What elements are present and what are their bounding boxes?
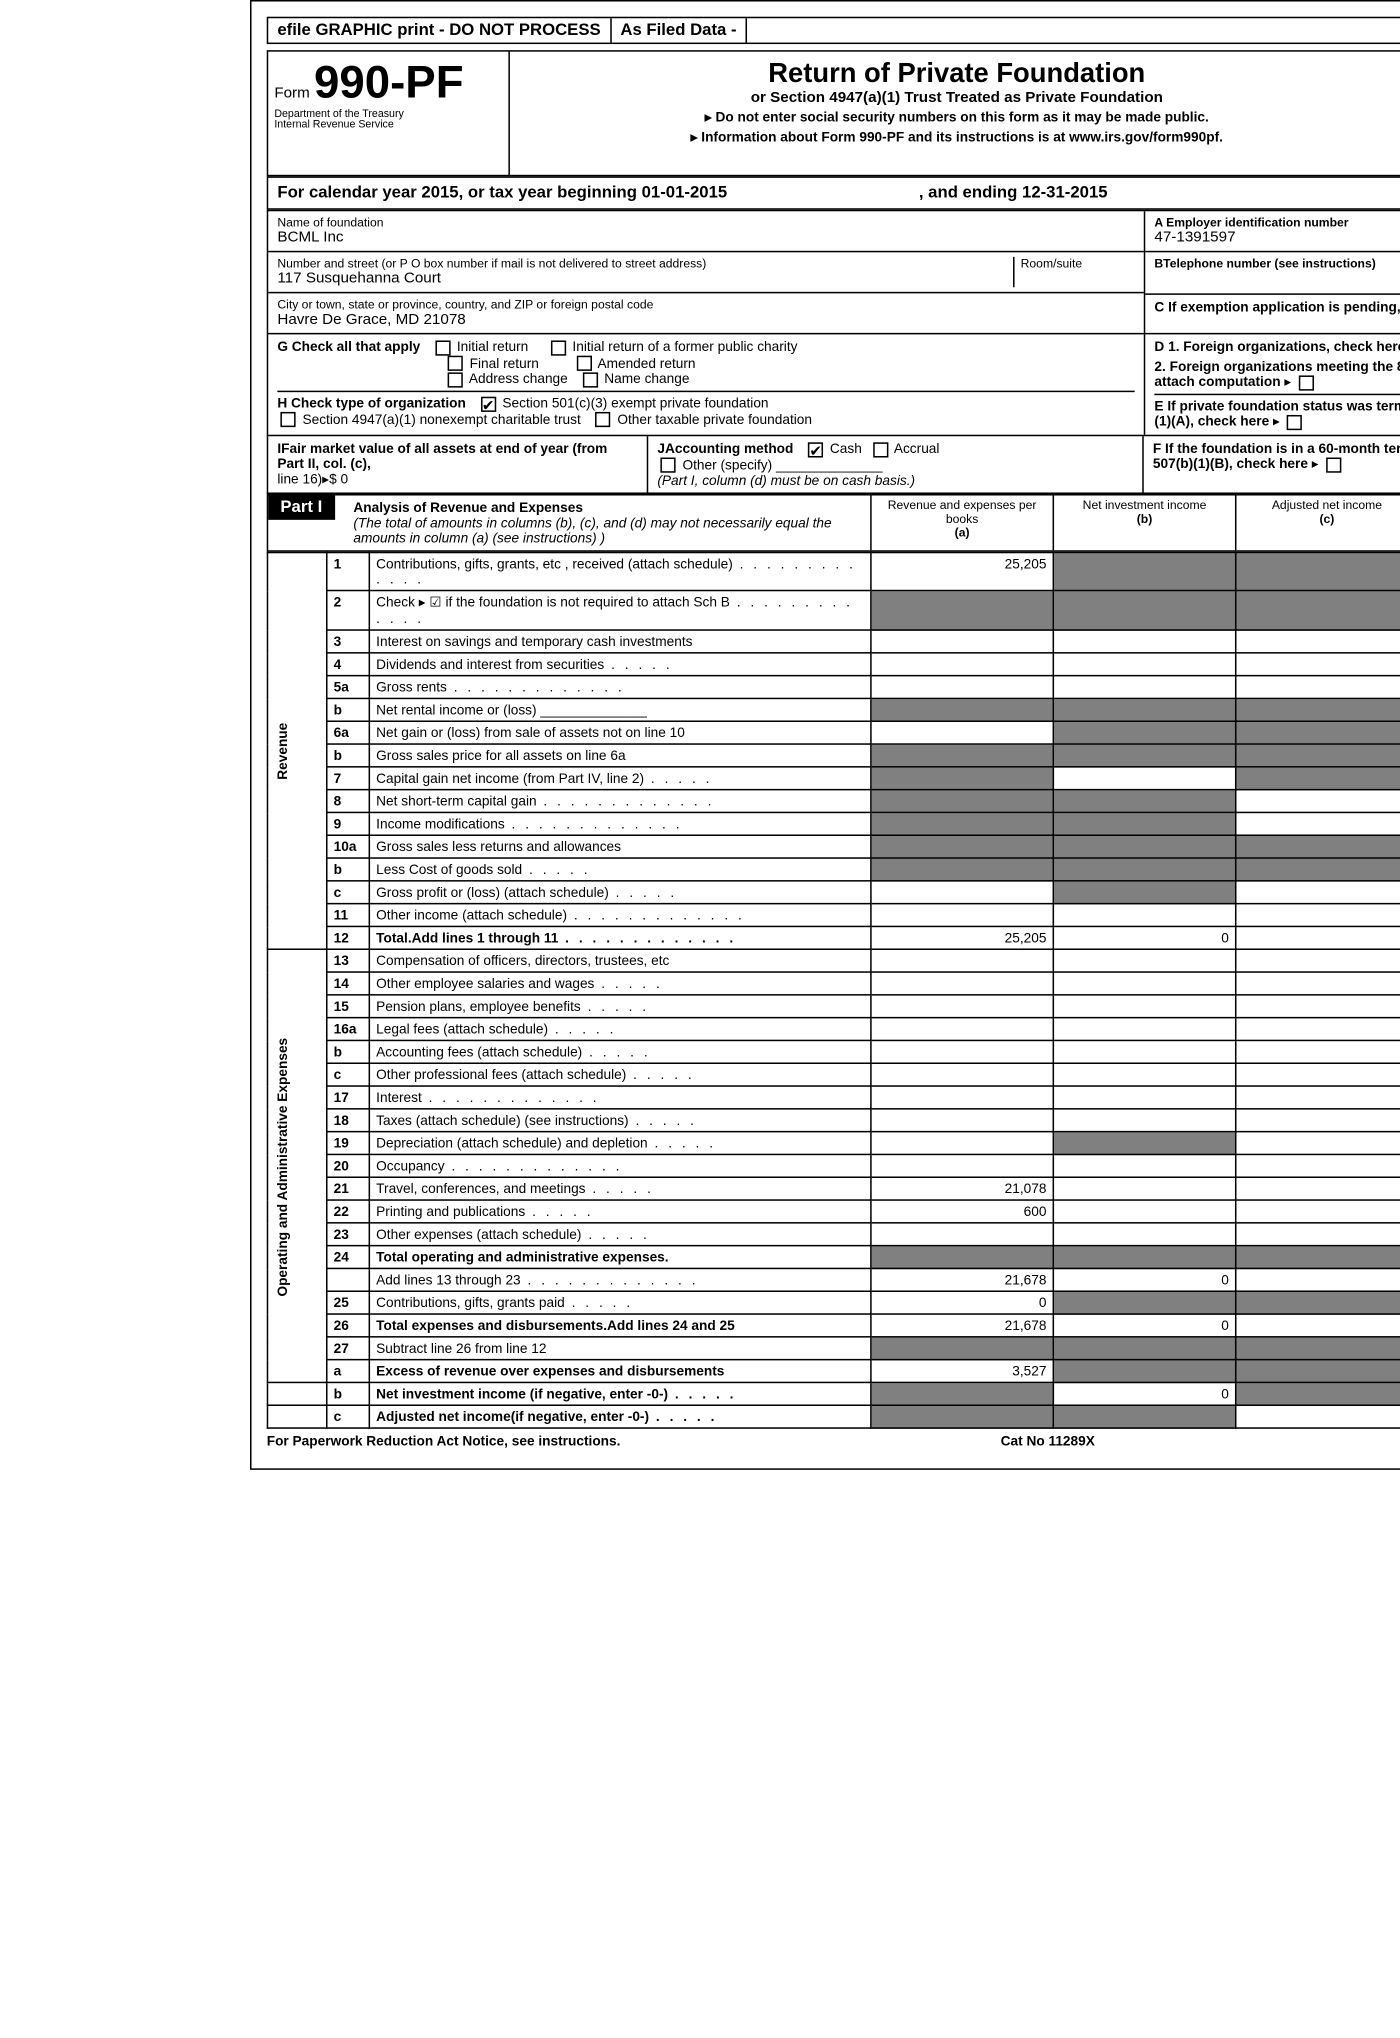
title-box: Return of Private Foundation or Section … <box>510 50 1400 176</box>
60month-checkbox[interactable] <box>1326 457 1341 472</box>
cash-checkbox[interactable] <box>808 442 823 457</box>
form-header: Form 990-PF Department of the Treasury I… <box>267 50 1400 176</box>
entity-info: Name of foundation BCML Inc Number and s… <box>267 210 1400 335</box>
4947-checkbox[interactable] <box>280 412 295 427</box>
l24-col-b: 0 <box>1053 1269 1235 1292</box>
paperwork-notice: For Paperwork Reduction Act Notice, see … <box>267 1434 621 1449</box>
initial-former-checkbox[interactable] <box>550 340 565 355</box>
top-bar: efile GRAPHIC print - DO NOT PROCESS As … <box>267 17 1400 44</box>
l27b-col-b: 0 <box>1053 1383 1235 1406</box>
l27a-col-a: 3,527 <box>871 1360 1053 1383</box>
form-prefix: Form <box>274 85 309 102</box>
irs-label: Internal Revenue Service <box>274 120 502 131</box>
form-number: 990-PF <box>314 58 464 108</box>
address-change-checkbox[interactable] <box>448 372 463 387</box>
part1-header: Part I Analysis of Revenue and Expenses … <box>267 494 1400 552</box>
name-label: Name of foundation <box>277 216 1134 230</box>
fmv-value: line 16)▸$ 0 <box>277 471 348 486</box>
l27c-col-c: 0 <box>1236 1406 1400 1429</box>
calendar-year-row: For calendar year 2015, or tax year begi… <box>267 176 1400 209</box>
page-footer: For Paperwork Reduction Act Notice, see … <box>267 1429 1400 1453</box>
accrual-checkbox[interactable] <box>873 442 888 457</box>
fmv-row: IFair market value of all assets at end … <box>267 436 1400 494</box>
col-c-header: Adjusted net income(c) <box>1235 496 1400 551</box>
cash-basis-note: (Part I, column (d) must be on cash basi… <box>657 473 915 488</box>
name-change-checkbox[interactable] <box>582 372 597 387</box>
form-number-box: Form 990-PF Department of the Treasury I… <box>267 50 510 176</box>
year-begin: 01-01-2015 <box>642 184 728 202</box>
l26-col-a: 21,678 <box>871 1314 1053 1337</box>
l12-col-a: 25,205 <box>871 927 1053 950</box>
l21-col-a: 21,078 <box>871 1178 1053 1201</box>
cat-no: Cat No 11289X <box>1001 1434 1095 1449</box>
accounting-label: JAccounting method <box>657 441 793 456</box>
addr-label: Number and street (or P O box number if … <box>277 257 1013 271</box>
part1-label: Part I <box>268 496 334 520</box>
f-label: F If the foundation is in a 60-month ter… <box>1153 441 1400 471</box>
form-title: Return of Private Foundation <box>519 58 1395 90</box>
l25-col-a: 0 <box>871 1292 1053 1315</box>
ein: 47-1391597 <box>1154 230 1400 247</box>
final-return-checkbox[interactable] <box>448 356 463 371</box>
street-address: 117 Susquehanna Court <box>277 271 1013 288</box>
l26-col-b: 0 <box>1053 1314 1235 1337</box>
note-info: ▸ Information about Form 990-PF and its … <box>519 129 1395 146</box>
dept-label: Department of the Treasury <box>274 109 502 120</box>
efile-notice: efile GRAPHIC print - DO NOT PROCESS <box>268 18 611 42</box>
501c3-checkbox[interactable] <box>480 396 495 411</box>
h-label: H Check type of organization <box>277 395 466 410</box>
col-a-header: Revenue and expenses per books(a) <box>870 496 1052 551</box>
amended-return-checkbox[interactable] <box>576 356 591 371</box>
ein-label: A Employer identification number <box>1154 216 1400 230</box>
room-label: Room/suite <box>1021 257 1135 271</box>
l1-col-a: 25,205 <box>871 553 1053 591</box>
exemption-pending-label: C If exemption application is pending, c… <box>1154 299 1400 314</box>
revenue-label: Revenue <box>267 553 326 950</box>
foundation-name: BCML Inc <box>277 230 1134 247</box>
note-ssn: ▸ Do not enter social security numbers o… <box>519 109 1395 126</box>
l12-col-b: 0 <box>1053 927 1235 950</box>
city-state-zip: Havre De Grace, MD 21078 <box>277 312 1134 329</box>
l22-col-a: 600 <box>871 1200 1053 1223</box>
g-label: G Check all that apply <box>277 339 420 354</box>
form-page: efile GRAPHIC print - DO NOT PROCESS As … <box>250 0 1400 1470</box>
fmv-label: IFair market value of all assets at end … <box>277 441 607 471</box>
part1-subtitle: (The total of amounts in columns (b), (c… <box>353 516 831 546</box>
e-label: E If private foundation status was termi… <box>1154 398 1400 428</box>
expenses-label: Operating and Administrative Expenses <box>267 950 326 1383</box>
status-terminated-checkbox[interactable] <box>1287 414 1302 429</box>
other-taxable-checkbox[interactable] <box>595 412 610 427</box>
city-label: City or town, state or province, country… <box>277 298 1134 312</box>
initial-return-checkbox[interactable] <box>435 340 450 355</box>
col-b-header: Net investment income(b) <box>1053 496 1235 551</box>
tel-label: BTelephone number (see instructions) <box>1154 257 1400 271</box>
foreign-85-checkbox[interactable] <box>1298 375 1313 390</box>
asfiled-label: As Filed Data - <box>611 18 747 42</box>
form-subtitle: or Section 4947(a)(1) Trust Treated as P… <box>519 90 1395 107</box>
checks-block: G Check all that apply Initial return In… <box>267 334 1400 436</box>
d2-label: 2. Foreign organizations meeting the 85%… <box>1154 359 1400 389</box>
year-end: 12-31-2015 <box>1022 184 1108 202</box>
revenue-expense-table: Revenue 1Contributions, gifts, grants, e… <box>267 552 1400 1429</box>
d1-label: D 1. Foreign organizations, check here <box>1154 339 1400 354</box>
other-method-checkbox[interactable] <box>660 458 675 473</box>
part1-title: Analysis of Revenue and Expenses <box>353 500 583 515</box>
l24-col-a: 21,678 <box>871 1269 1053 1292</box>
